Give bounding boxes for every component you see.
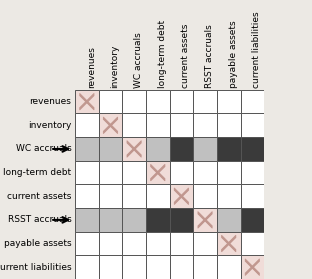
Bar [122,208,146,232]
Bar [193,208,217,232]
Bar [99,255,122,279]
Text: WC accruals: WC accruals [16,145,71,153]
Text: revenues: revenues [30,97,71,106]
Bar [241,208,264,232]
Bar [146,161,170,184]
Bar [170,161,193,184]
Bar [99,184,122,208]
Bar [122,114,146,137]
Bar [241,90,264,114]
Bar [75,255,99,279]
Bar [75,208,99,232]
Bar [217,90,241,114]
Bar [99,114,122,137]
Text: revenues: revenues [87,46,96,88]
Bar [75,161,99,184]
Bar [217,184,241,208]
Bar [217,114,241,137]
Bar [193,137,217,161]
Bar [217,255,241,279]
Bar [193,232,217,255]
Bar [193,161,217,184]
Bar [217,208,241,232]
Bar [122,161,146,184]
Text: long-term debt: long-term debt [158,20,167,88]
Bar [99,90,122,114]
Bar [217,161,241,184]
Text: long-term debt: long-term debt [3,168,71,177]
Bar [146,232,170,255]
Text: current liabilities: current liabilities [252,11,261,88]
Bar [241,137,264,161]
Bar [122,90,146,114]
Text: payable assets: payable assets [229,20,238,88]
Bar [217,232,241,255]
Bar [170,255,193,279]
Bar [75,232,99,255]
Bar [193,184,217,208]
Bar [99,161,122,184]
Bar [122,232,146,255]
Bar [146,137,170,161]
Text: inventory: inventory [110,45,119,88]
Bar [193,255,217,279]
Bar [146,208,170,232]
Bar [241,114,264,137]
Bar [170,232,193,255]
Bar [75,90,99,114]
Text: current assets: current assets [7,192,71,201]
Bar [75,137,99,161]
Text: RSST accruals: RSST accruals [205,24,214,88]
Bar [146,90,170,114]
Bar [170,184,193,208]
Bar [170,137,193,161]
Bar [241,255,264,279]
Bar [170,208,193,232]
Bar [146,184,170,208]
Bar [217,137,241,161]
Bar [99,137,122,161]
Bar [241,161,264,184]
Bar [146,255,170,279]
Text: current liabilities: current liabilities [0,263,71,272]
Bar [146,114,170,137]
Bar [122,184,146,208]
Text: WC accruals: WC accruals [134,32,143,88]
Bar [170,114,193,137]
Text: current assets: current assets [181,24,190,88]
Text: RSST accruals: RSST accruals [8,215,71,224]
Text: payable assets: payable assets [4,239,71,248]
Bar [99,232,122,255]
Bar [99,208,122,232]
Bar [241,232,264,255]
Bar [193,90,217,114]
Bar [122,255,146,279]
Bar [170,90,193,114]
Bar [193,114,217,137]
Text: inventory: inventory [28,121,71,130]
Bar [241,184,264,208]
Bar [122,137,146,161]
Bar [75,184,99,208]
Bar [75,114,99,137]
